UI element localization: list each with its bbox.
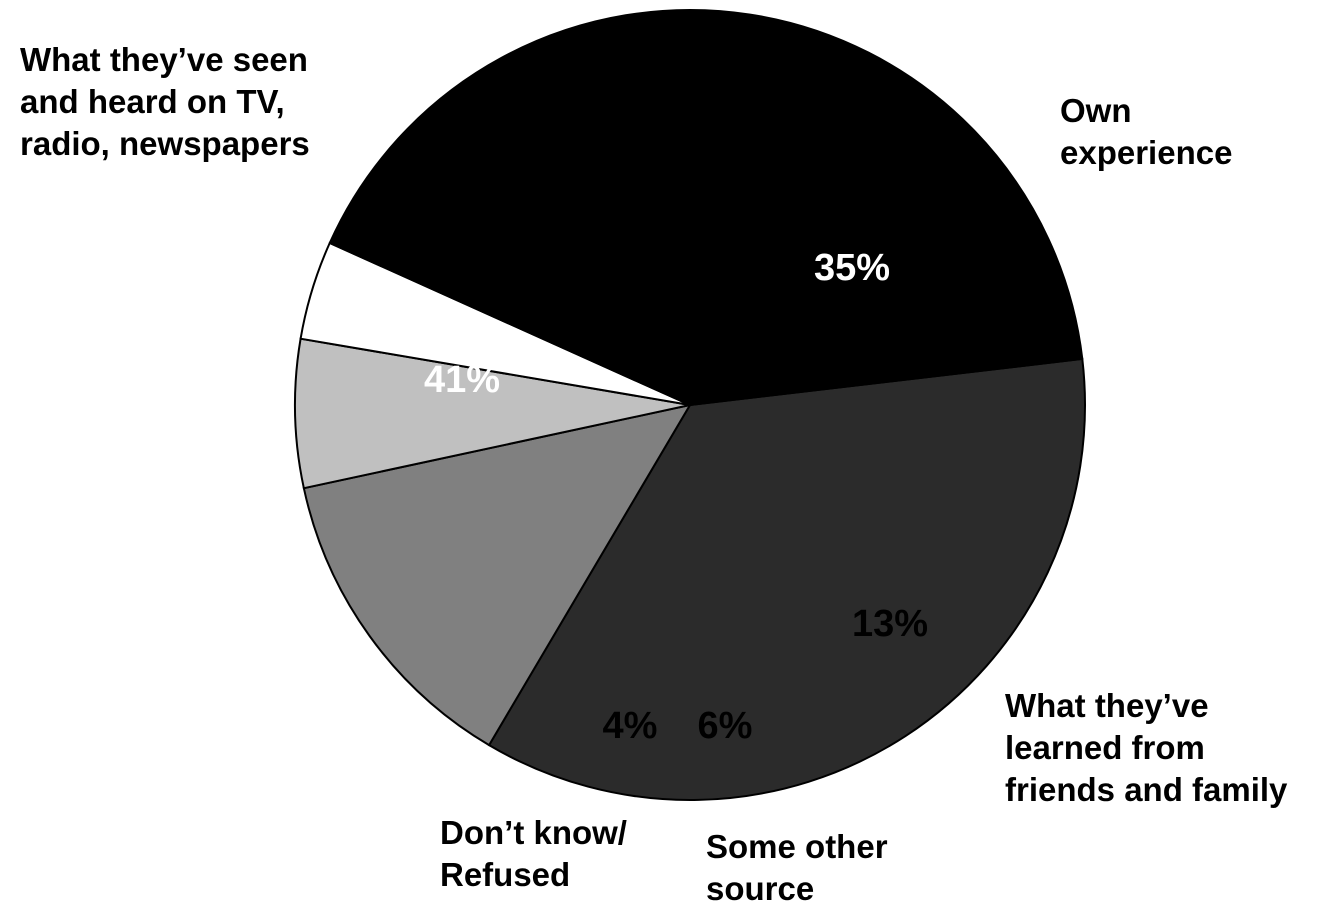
category-label-0: Own experience (1060, 92, 1232, 171)
pie-slice-0 (487, 357, 1086, 801)
category-label-2: Some other source (706, 828, 888, 905)
category-label-1: What they’ve learned from friends and fami… (1005, 687, 1288, 808)
pie-slice-2 (294, 337, 691, 490)
category-label-line: radio, newspapers (20, 125, 310, 162)
percent-label-2: 6% (698, 705, 753, 747)
category-label-line: Own (1060, 92, 1132, 129)
category-label-line: What they’ve seen (20, 41, 308, 78)
percent-label-3: 4% (603, 705, 658, 747)
category-label-3: Don’t know/Refused (440, 814, 627, 893)
category-label-line: experience (1060, 134, 1232, 171)
category-label-line: source (706, 870, 814, 905)
percent-label-0: 35% (814, 247, 890, 289)
pie-slice-1 (302, 403, 693, 747)
category-labels: Own experience What they’ve learned from fri… (20, 41, 1288, 905)
category-label-line: friends and family (1005, 771, 1288, 808)
category-label-line: What they’ve (1005, 687, 1209, 724)
percent-label-1: 13% (852, 603, 928, 645)
category-label-line: Some other (706, 828, 888, 865)
percent-label-4: 41% (424, 359, 500, 401)
category-label-line: Refused (440, 856, 570, 893)
category-label-line: and heard on TV, (20, 83, 285, 120)
category-label-line: Don’t know/ (440, 814, 627, 851)
pie-slices (294, 9, 1086, 801)
percent-labels: 35% 13% 6% 4% 41% (424, 247, 928, 747)
pie-slice-4 (328, 9, 1084, 407)
category-label-line: learned from (1005, 729, 1205, 766)
category-label-4: What they’ve seen and heard on TV, radio, … (20, 41, 310, 162)
